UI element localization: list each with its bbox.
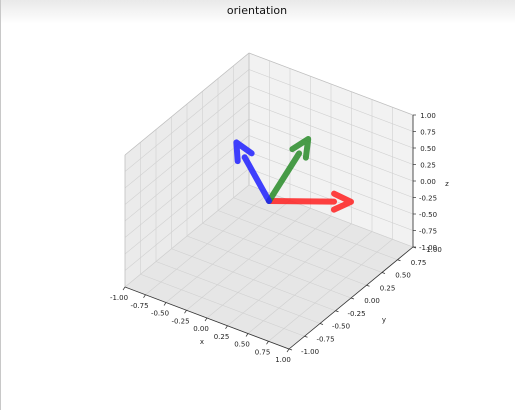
window-left-edge bbox=[0, 0, 1, 410]
x-tick-label: 0.50 bbox=[234, 341, 250, 349]
x-tick-label: 0.75 bbox=[255, 348, 271, 356]
x-tick-label: -1.00 bbox=[110, 294, 128, 302]
gridline-x-floor bbox=[247, 231, 373, 334]
gridline-z-left bbox=[124, 102, 250, 205]
y-tick bbox=[335, 310, 339, 313]
x-tick-label: -0.25 bbox=[171, 317, 189, 325]
gridline-y-floor bbox=[202, 222, 367, 286]
y-tick-label: -1.00 bbox=[301, 348, 319, 356]
z-tick-label: -0.75 bbox=[419, 228, 437, 236]
vector-head-2 bbox=[233, 139, 255, 165]
gridline-z-back bbox=[248, 85, 414, 149]
y-tick bbox=[397, 259, 401, 262]
y-tick-label: 0.75 bbox=[411, 259, 427, 267]
y-tick bbox=[366, 284, 370, 287]
vector-shaft-0 bbox=[266, 198, 338, 205]
z-tick-label: 0.50 bbox=[420, 145, 436, 153]
axes-ticks bbox=[122, 114, 417, 353]
gridline-x-floor bbox=[227, 223, 352, 326]
z-tick-label: 0.25 bbox=[420, 162, 436, 170]
gridline-y-floor bbox=[233, 197, 398, 261]
y-tick-label: 1.00 bbox=[426, 246, 442, 254]
gridline-y-floor bbox=[217, 210, 383, 273]
quiver-vectors bbox=[233, 136, 355, 213]
gridline-z-left bbox=[124, 85, 250, 189]
z-axis-label: z bbox=[445, 180, 449, 188]
y-tick-label: 0.50 bbox=[395, 272, 411, 280]
vector-shaft-2 bbox=[241, 154, 272, 204]
vector-head-1 bbox=[289, 136, 312, 161]
x-tick bbox=[245, 333, 249, 337]
x-tick bbox=[204, 317, 208, 322]
gridline-x-floor bbox=[268, 239, 393, 342]
gridline-y-floor bbox=[248, 184, 414, 248]
x-tick-label: -0.75 bbox=[130, 302, 148, 310]
pane-edge bbox=[124, 52, 250, 156]
gridline-y-floor bbox=[186, 235, 352, 299]
x-tick bbox=[184, 310, 187, 314]
gridline-z-back bbox=[248, 69, 414, 132]
x-tick bbox=[286, 348, 290, 353]
chart-title: orientation bbox=[227, 4, 287, 17]
z-tick-label: -1.00 bbox=[419, 244, 437, 252]
x-tick-label: -0.50 bbox=[151, 310, 169, 318]
y-tick bbox=[412, 246, 417, 249]
z-tick-label: 1.00 bbox=[420, 112, 436, 120]
y-tick-label: 0.00 bbox=[364, 297, 380, 305]
x-tick bbox=[143, 294, 146, 298]
y-tick bbox=[350, 297, 355, 300]
x-axis-label: x bbox=[200, 338, 204, 346]
x-tick bbox=[122, 286, 126, 291]
x-tick bbox=[225, 325, 228, 329]
y-axis-label: y bbox=[382, 316, 386, 324]
x-tick-label: 0.00 bbox=[193, 325, 209, 333]
x-tick-label: 0.25 bbox=[214, 333, 230, 341]
z-tick-label: 0.00 bbox=[420, 178, 436, 186]
axes-lines bbox=[124, 52, 414, 350]
y-tick bbox=[381, 272, 386, 274]
z-tick-label: -0.50 bbox=[419, 211, 437, 219]
y-tick-label: -0.50 bbox=[332, 323, 350, 331]
y-tick bbox=[304, 335, 308, 338]
vector-shaft-1 bbox=[266, 150, 303, 204]
y-tick bbox=[319, 323, 324, 325]
x-tick-label: 1.00 bbox=[275, 356, 291, 364]
x-tick bbox=[266, 341, 269, 345]
y-tick-label: -0.75 bbox=[316, 335, 334, 343]
gridline-z-back bbox=[248, 102, 414, 165]
axes-tick-labels: -1.00-1.00-1.00-0.75-0.75-0.75-0.50-0.50… bbox=[110, 112, 442, 364]
gridline-z-back bbox=[248, 118, 414, 182]
pane-edge bbox=[248, 52, 414, 116]
gridline-z-left bbox=[124, 69, 250, 172]
y-tick bbox=[288, 348, 293, 351]
y-tick-label: 0.25 bbox=[380, 284, 396, 292]
x-tick bbox=[163, 302, 167, 306]
y-tick-label: -0.25 bbox=[347, 310, 365, 318]
z-tick-label: 0.75 bbox=[420, 129, 436, 137]
gridline-z-left bbox=[124, 118, 250, 222]
window-top-shadow bbox=[0, 0, 515, 24]
vector-head-0 bbox=[330, 190, 355, 213]
z-tick-label: -0.25 bbox=[419, 195, 437, 203]
